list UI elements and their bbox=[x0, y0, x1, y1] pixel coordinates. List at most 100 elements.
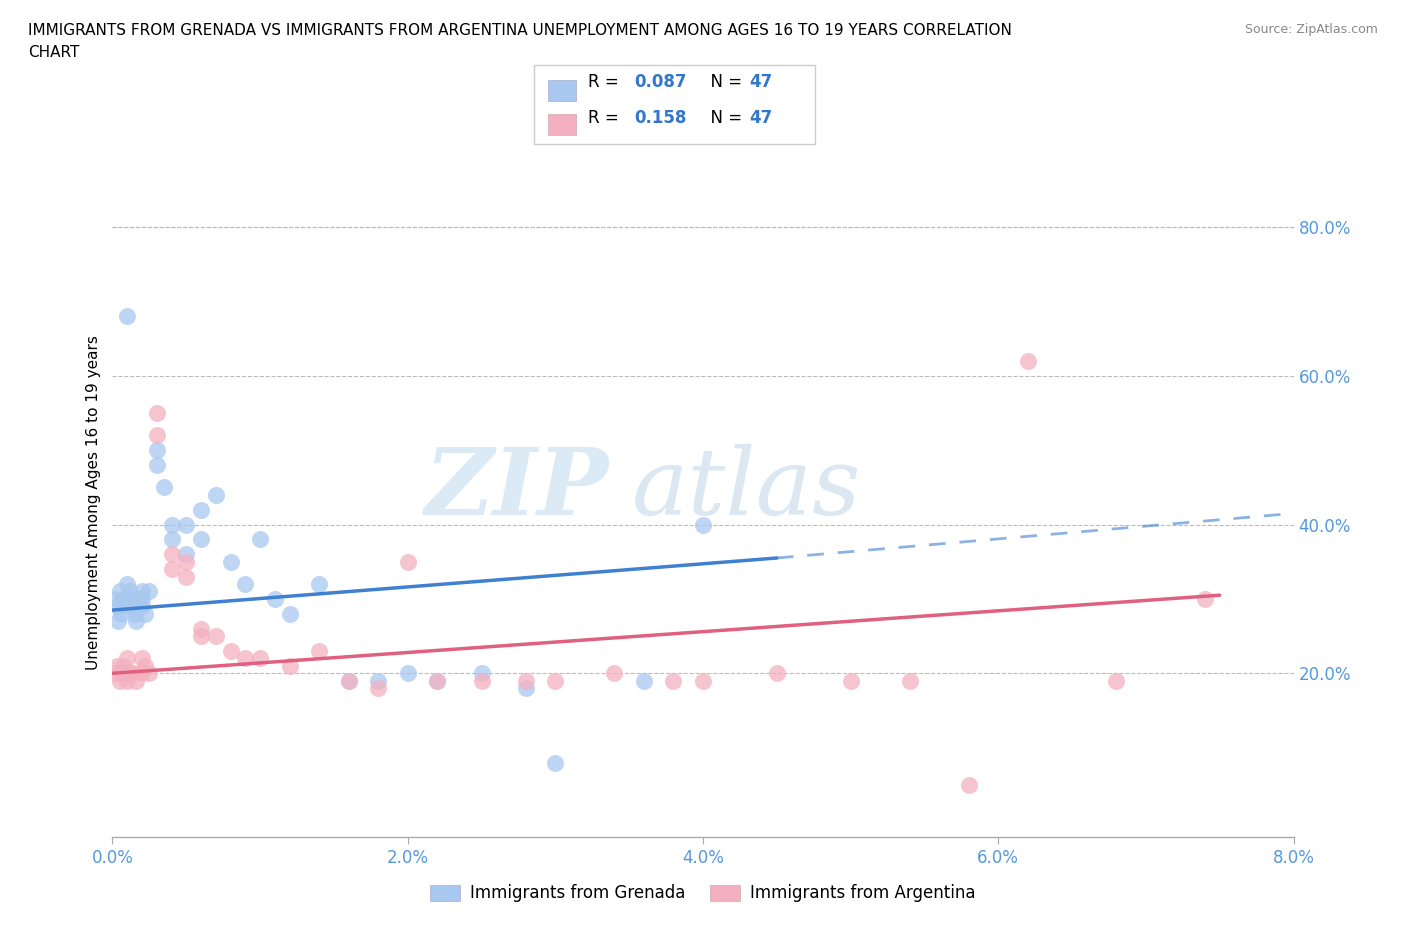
Point bbox=[1017, 353, 1039, 368]
Point bbox=[138, 584, 160, 599]
Point bbox=[692, 517, 714, 532]
Point bbox=[146, 443, 169, 458]
Point bbox=[117, 577, 138, 591]
Point bbox=[122, 666, 145, 681]
Point bbox=[396, 666, 419, 681]
Text: 0.158: 0.158 bbox=[634, 109, 686, 126]
Point bbox=[111, 658, 134, 673]
Point bbox=[131, 651, 153, 666]
Point bbox=[839, 673, 862, 688]
Point bbox=[633, 673, 655, 688]
Point bbox=[308, 577, 330, 591]
Point bbox=[190, 502, 212, 517]
Point bbox=[190, 629, 212, 644]
Point bbox=[426, 673, 449, 688]
Point bbox=[131, 584, 153, 599]
Point bbox=[128, 591, 150, 606]
Point bbox=[174, 517, 197, 532]
Point bbox=[544, 755, 567, 770]
Point bbox=[104, 666, 127, 681]
Point bbox=[108, 673, 131, 688]
Point bbox=[174, 554, 197, 569]
Point bbox=[131, 599, 153, 614]
Point bbox=[471, 666, 494, 681]
Point bbox=[117, 309, 138, 324]
Point bbox=[117, 666, 138, 681]
Point bbox=[134, 606, 156, 621]
Point bbox=[131, 591, 153, 606]
Point bbox=[233, 577, 256, 591]
Point bbox=[131, 666, 153, 681]
Point bbox=[120, 666, 142, 681]
Point bbox=[121, 599, 143, 614]
Text: CHART: CHART bbox=[28, 45, 80, 60]
Point bbox=[515, 673, 537, 688]
Point bbox=[112, 666, 135, 681]
Point bbox=[278, 658, 301, 673]
Point bbox=[515, 681, 537, 696]
Point bbox=[219, 644, 242, 658]
Point bbox=[190, 532, 212, 547]
Point bbox=[117, 651, 138, 666]
Point bbox=[1105, 673, 1128, 688]
Point bbox=[233, 651, 256, 666]
Point bbox=[692, 673, 714, 688]
Point bbox=[337, 673, 360, 688]
Point bbox=[160, 562, 183, 577]
Point bbox=[127, 599, 149, 614]
Point bbox=[205, 487, 228, 502]
Y-axis label: Unemployment Among Ages 16 to 19 years: Unemployment Among Ages 16 to 19 years bbox=[86, 335, 101, 670]
Point bbox=[124, 606, 146, 621]
Text: IMMIGRANTS FROM GRENADA VS IMMIGRANTS FROM ARGENTINA UNEMPLOYMENT AMONG AGES 16 : IMMIGRANTS FROM GRENADA VS IMMIGRANTS FR… bbox=[28, 23, 1012, 38]
Point bbox=[125, 673, 148, 688]
Point bbox=[117, 591, 138, 606]
Point bbox=[396, 554, 419, 569]
Point bbox=[122, 591, 145, 606]
Text: 47: 47 bbox=[749, 109, 773, 126]
Point bbox=[471, 673, 494, 688]
Point bbox=[603, 666, 626, 681]
Legend: Immigrants from Grenada, Immigrants from Argentina: Immigrants from Grenada, Immigrants from… bbox=[423, 878, 983, 909]
Point bbox=[174, 547, 197, 562]
Point bbox=[117, 673, 138, 688]
Point bbox=[160, 532, 183, 547]
Point bbox=[107, 614, 129, 629]
Point bbox=[367, 681, 389, 696]
Point bbox=[108, 584, 131, 599]
Point bbox=[138, 666, 160, 681]
Point bbox=[134, 658, 156, 673]
Point bbox=[264, 591, 287, 606]
Point bbox=[662, 673, 685, 688]
Point bbox=[174, 569, 197, 584]
Point bbox=[367, 673, 389, 688]
Point bbox=[426, 673, 449, 688]
Text: N =: N = bbox=[700, 109, 748, 126]
Text: R =: R = bbox=[588, 73, 624, 91]
Point bbox=[111, 591, 134, 606]
Point bbox=[308, 644, 330, 658]
Text: atlas: atlas bbox=[633, 444, 862, 534]
Point bbox=[278, 606, 301, 621]
Point bbox=[957, 777, 980, 792]
Point bbox=[1194, 591, 1216, 606]
Point bbox=[153, 480, 176, 495]
Point bbox=[219, 554, 242, 569]
Point bbox=[249, 532, 271, 547]
Text: Source: ZipAtlas.com: Source: ZipAtlas.com bbox=[1244, 23, 1378, 36]
Point bbox=[110, 606, 132, 621]
Point bbox=[160, 547, 183, 562]
Point bbox=[146, 458, 169, 472]
Point bbox=[898, 673, 921, 688]
Point bbox=[146, 405, 169, 420]
Point bbox=[110, 666, 132, 681]
Text: 0.087: 0.087 bbox=[634, 73, 686, 91]
Point bbox=[544, 673, 567, 688]
Point bbox=[249, 651, 271, 666]
Point bbox=[205, 629, 228, 644]
Text: ZIP: ZIP bbox=[425, 444, 609, 534]
Point bbox=[120, 584, 142, 599]
Text: 47: 47 bbox=[749, 73, 773, 91]
Text: R =: R = bbox=[588, 109, 624, 126]
Point bbox=[160, 517, 183, 532]
Point bbox=[190, 621, 212, 636]
